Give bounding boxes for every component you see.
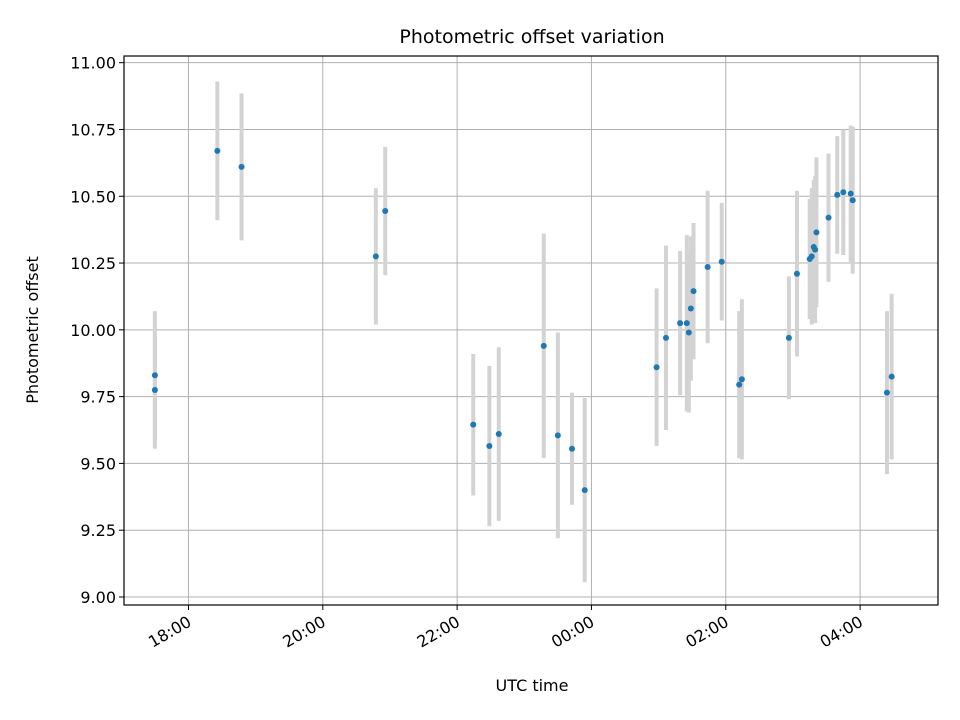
data-point	[825, 214, 832, 221]
y-tick-label: 10.00	[70, 321, 116, 340]
data-point	[704, 264, 711, 271]
data-point	[840, 189, 847, 196]
data-point	[738, 376, 745, 383]
data-point	[540, 342, 547, 349]
data-point	[372, 253, 379, 260]
y-tick-label: 9.75	[80, 388, 116, 407]
data-point	[736, 381, 743, 388]
data-point	[382, 207, 389, 214]
data-point	[470, 421, 477, 428]
plot-frame	[123, 55, 939, 606]
data-point	[554, 432, 561, 439]
x-axis-label: UTC time	[496, 676, 569, 695]
data-point	[687, 305, 694, 312]
chart-title: Photometric offset variation	[399, 26, 664, 48]
data-point	[151, 372, 158, 379]
data-point	[808, 253, 815, 260]
y-tick-label: 10.25	[70, 254, 116, 273]
data-point	[568, 445, 575, 452]
y-tick-label: 10.50	[70, 187, 116, 206]
data-point	[486, 443, 493, 450]
data-point	[718, 258, 725, 265]
data-point	[812, 246, 819, 253]
data-point	[813, 229, 820, 236]
y-tick-label: 9.00	[80, 588, 116, 607]
data-point	[677, 320, 684, 327]
data-point	[581, 487, 588, 494]
data-point	[495, 431, 502, 438]
data-points	[151, 147, 895, 494]
data-point	[690, 288, 697, 295]
data-point	[685, 329, 692, 336]
data-point	[834, 191, 841, 198]
data-point	[883, 389, 890, 396]
data-point	[683, 320, 690, 327]
y-tick-label: 9.50	[80, 454, 116, 473]
y-tick-label: 10.75	[70, 120, 116, 139]
data-point	[151, 386, 158, 393]
y-tick-label: 9.25	[80, 521, 116, 540]
data-point	[238, 163, 245, 170]
data-point	[653, 364, 660, 371]
data-point	[847, 190, 854, 197]
data-point	[214, 147, 221, 154]
data-point	[849, 197, 856, 204]
y-axis: 9.00 9.25 9.50 9.75 10.00 10.25 10.50 10.75 11.0…	[70, 54, 124, 607]
data-point	[662, 334, 669, 341]
grid-lines	[124, 56, 938, 605]
data-point	[785, 334, 792, 341]
y-tick-label: 11.00	[70, 54, 116, 73]
data-point	[888, 373, 895, 380]
data-point	[793, 270, 800, 277]
y-axis-label: Photometric offset	[23, 256, 42, 404]
